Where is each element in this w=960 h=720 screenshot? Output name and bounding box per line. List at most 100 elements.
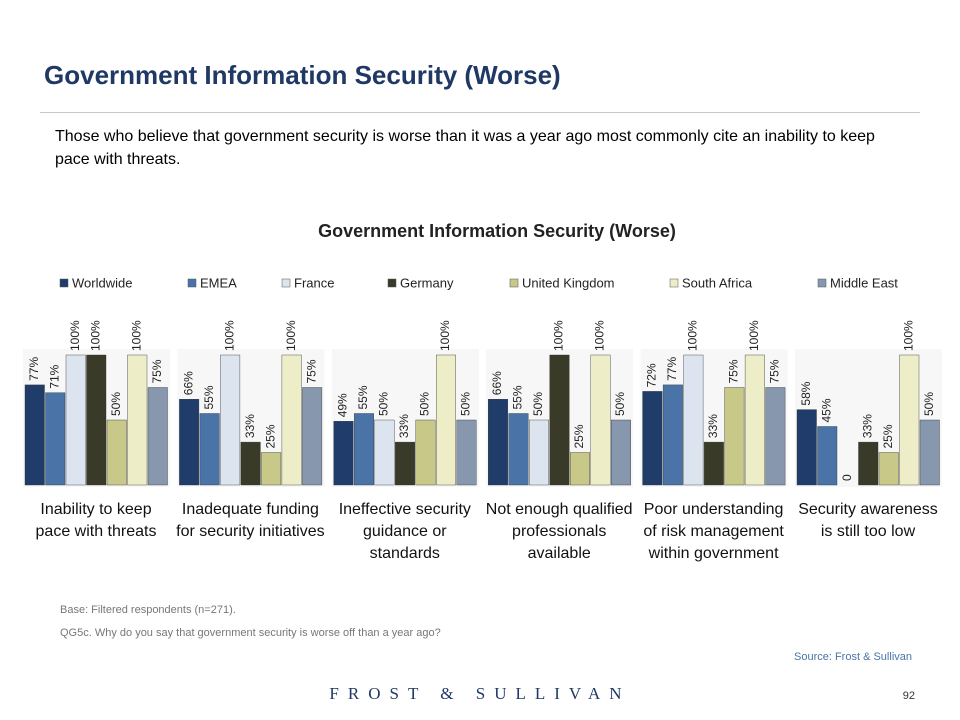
value-label: 71%	[47, 364, 61, 388]
legend-swatch	[669, 278, 679, 288]
bar	[858, 441, 879, 486]
value-label: 100%	[686, 320, 700, 351]
bar	[45, 392, 66, 486]
bar	[549, 354, 570, 486]
bar	[590, 354, 611, 486]
value-label: 0	[840, 474, 854, 481]
bar	[220, 354, 241, 486]
value-label: 100%	[747, 320, 761, 351]
value-label: 100%	[129, 320, 143, 351]
legend-swatch	[281, 278, 291, 288]
bar	[456, 419, 477, 486]
legend-swatch	[509, 278, 519, 288]
category-label-line: professionals	[512, 523, 606, 540]
legend-label: Middle East	[830, 275, 898, 290]
value-label: 66%	[181, 371, 195, 395]
value-label: 50%	[613, 392, 627, 416]
value-label: 100%	[901, 320, 915, 351]
value-label: 33%	[243, 414, 257, 438]
bar	[570, 452, 590, 486]
page-number: 92	[902, 690, 915, 702]
category-label-line: Ineffective security	[339, 501, 471, 518]
category-label-line: Security awareness	[798, 501, 938, 518]
bar	[529, 419, 549, 486]
bar	[127, 354, 148, 486]
bar	[703, 441, 724, 486]
bar	[106, 419, 127, 486]
value-label: 50%	[459, 392, 473, 416]
bar	[796, 409, 817, 486]
value-label: 77%	[665, 357, 679, 381]
value-label: 25%	[263, 424, 277, 448]
category-label: Not enough qualified professionals availab…	[486, 501, 633, 562]
value-label: 25%	[572, 424, 586, 448]
bar	[817, 426, 838, 486]
legend-label: EMEA	[200, 275, 237, 290]
bar	[179, 399, 200, 486]
value-label: 50%	[922, 392, 936, 416]
bar	[919, 419, 940, 486]
category-label: Security awareness is still too low	[798, 501, 938, 540]
category-label-line: available	[528, 545, 591, 562]
value-label: 33%	[706, 414, 720, 438]
bar	[240, 441, 261, 486]
legend-label: France	[294, 275, 334, 290]
bar	[65, 354, 86, 486]
category-label-line: within government	[648, 545, 779, 562]
category-label: Ineffective security guidance or standards	[339, 501, 471, 562]
value-label: 100%	[222, 320, 236, 351]
bar	[86, 354, 107, 486]
category-label: Inadequate funding for security initiativ…	[176, 501, 325, 540]
category-label-line: for security initiatives	[176, 523, 325, 540]
bar	[683, 354, 704, 486]
source: Source: Frost & Sullivan	[794, 651, 912, 663]
category-label-line: Inability to keep	[40, 501, 151, 518]
value-label: 100%	[593, 320, 607, 351]
legend-label: United Kingdom	[522, 275, 615, 290]
value-label: 66%	[490, 371, 504, 395]
value-label: 100%	[88, 320, 102, 351]
bar	[302, 387, 323, 486]
value-label: 100%	[68, 320, 82, 351]
bar	[147, 387, 168, 486]
value-label: 50%	[377, 392, 391, 416]
bar	[899, 354, 920, 486]
logo: FROST & SULLIVAN	[329, 684, 631, 703]
category-label-line: Inadequate funding	[182, 501, 319, 518]
value-label: 33%	[397, 414, 411, 438]
bar	[395, 441, 415, 486]
value-label: 50%	[418, 392, 432, 416]
bar	[24, 384, 45, 486]
value-label: 77%	[27, 357, 41, 381]
value-label: 100%	[284, 320, 298, 351]
value-label: 100%	[438, 320, 452, 351]
value-label: 55%	[356, 385, 370, 409]
value-label: 72%	[645, 363, 659, 387]
category-label-line: pace with threats	[36, 523, 157, 540]
category-label-line: is still too low	[821, 523, 916, 540]
value-label: 75%	[727, 359, 741, 383]
legend-swatch	[387, 278, 397, 288]
slide-title: Government Information Security (Worse)	[44, 60, 561, 90]
legend-label: Germany	[400, 275, 454, 290]
value-label: 50%	[531, 392, 545, 416]
value-label: 25%	[881, 424, 895, 448]
value-label: 33%	[860, 414, 874, 438]
base-note: Base: Filtered respondents (n=271).	[60, 604, 236, 616]
bar	[333, 421, 354, 486]
value-label: 55%	[511, 385, 525, 409]
value-label: 50%	[109, 392, 123, 416]
legend-label: Worldwide	[72, 275, 132, 290]
bar	[724, 387, 745, 486]
bar	[662, 384, 683, 486]
value-label: 45%	[819, 398, 833, 422]
bar	[744, 354, 765, 486]
category-label-line: Not enough qualified	[486, 501, 633, 518]
value-label: 75%	[768, 359, 782, 383]
bar	[642, 391, 663, 486]
question-note: QG5c. Why do you say that government sec…	[60, 627, 441, 639]
category-label-line: of risk management	[643, 523, 784, 540]
category-label-line: standards	[370, 545, 440, 562]
value-label: 58%	[799, 381, 813, 405]
